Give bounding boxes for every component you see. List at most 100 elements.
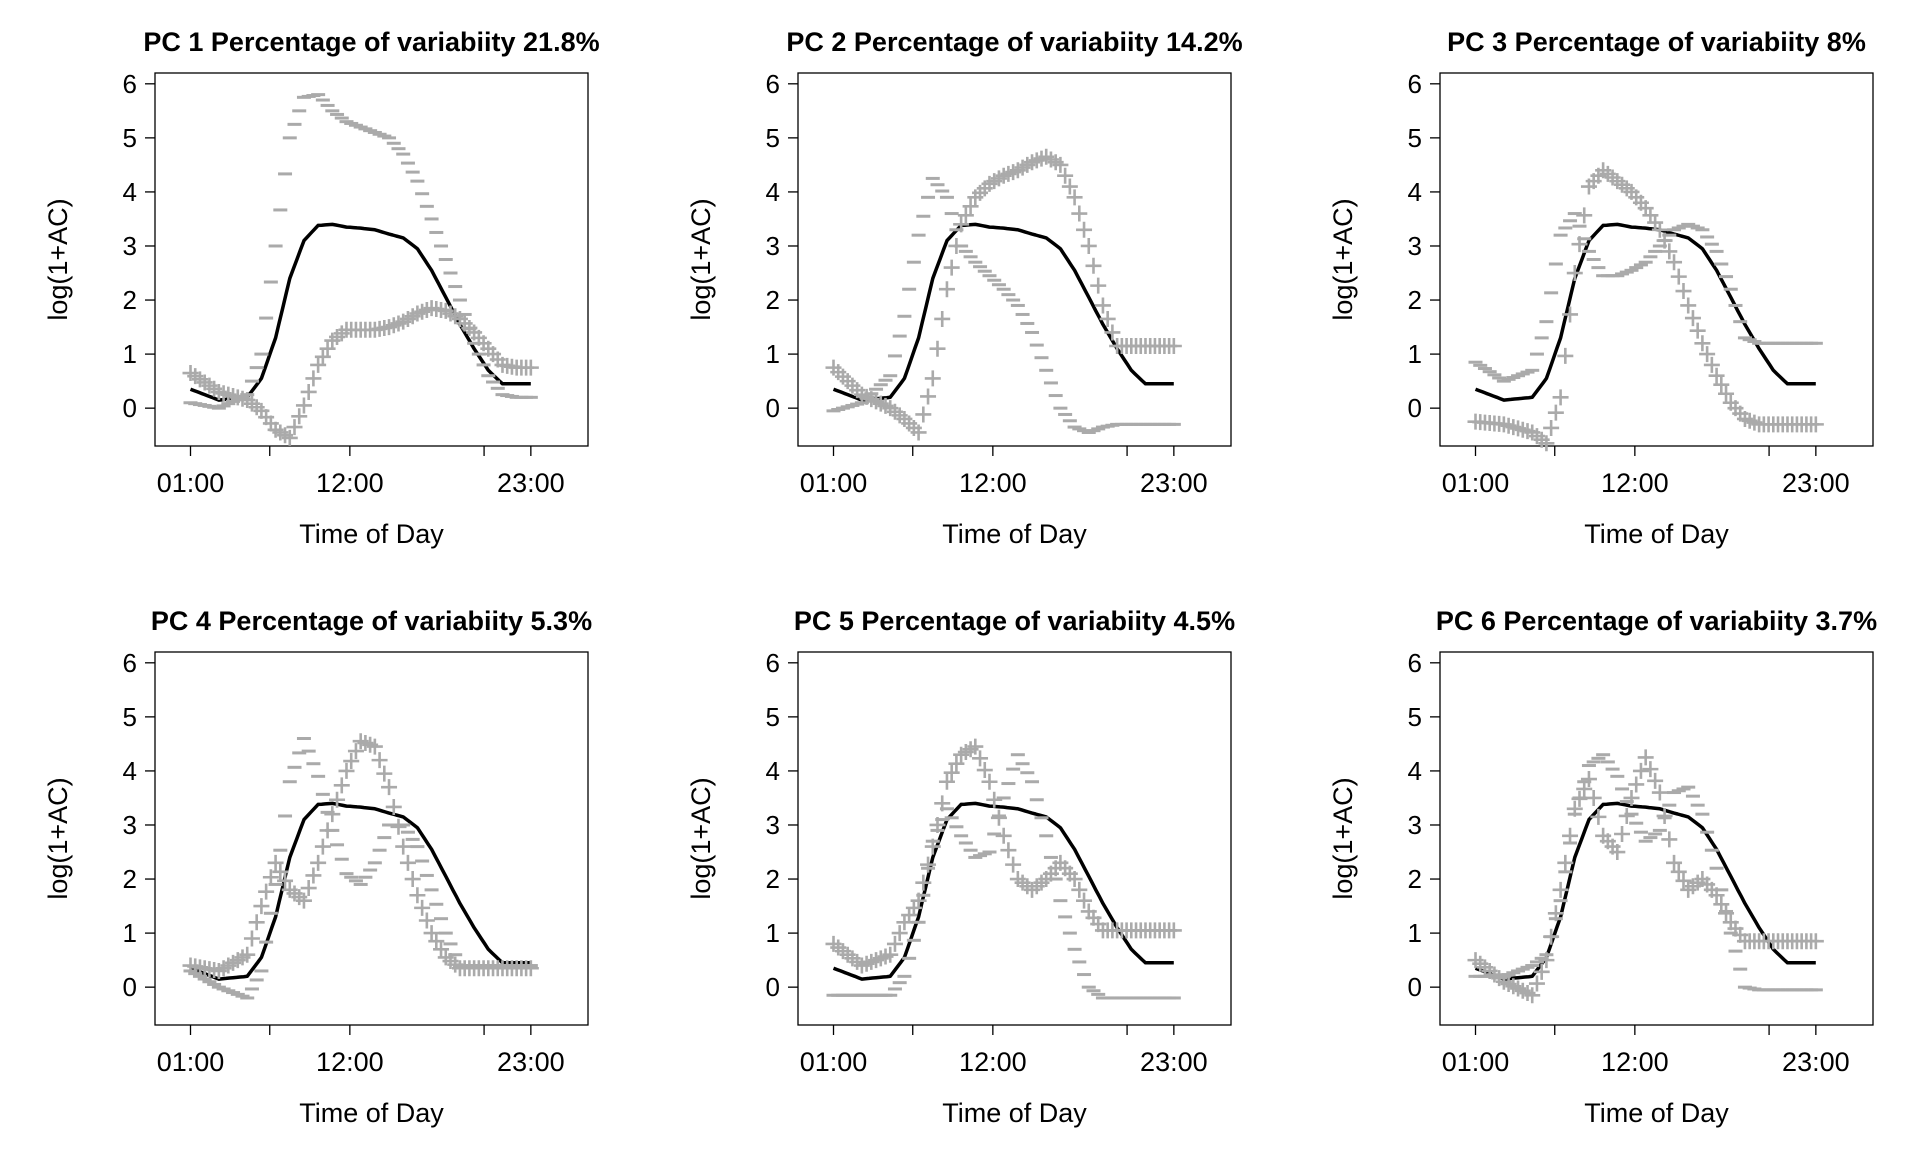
plus-marker: [1703, 356, 1720, 373]
y-tick-label: 1: [1408, 339, 1422, 369]
plus-marker: [395, 838, 412, 855]
plot-frame: [1439, 651, 1874, 1026]
plus-marker: [1647, 772, 1664, 789]
x-tick-label: 12:00: [316, 1047, 384, 1077]
plus-marker: [376, 765, 393, 782]
y-tick-label: 0: [123, 972, 137, 1002]
plus-marker: [253, 898, 270, 915]
y-tick-label: 3: [123, 231, 137, 261]
plus-marker: [319, 340, 336, 357]
plus-marker: [371, 752, 388, 769]
mean-curve: [1474, 801, 1816, 981]
plus-marker: [310, 356, 327, 373]
plus-marker: [1713, 896, 1730, 913]
plus-marker: [414, 899, 431, 916]
plus-marker: [1066, 189, 1083, 206]
plus-marker: [1718, 905, 1735, 922]
plus-marker: [1708, 367, 1725, 384]
series-minus: [826, 176, 1181, 434]
plus-marker: [1576, 780, 1593, 797]
plus-marker: [1590, 808, 1607, 825]
y-tick-label: 2: [766, 285, 780, 315]
plus-marker: [1661, 243, 1678, 260]
plus-marker: [1566, 265, 1583, 282]
y-tick-label: 1: [1408, 918, 1422, 948]
plus-marker: [1609, 844, 1626, 861]
plus-marker: [399, 854, 416, 871]
plot-frame: [154, 72, 589, 447]
series-minus: [183, 93, 538, 410]
plus-marker: [882, 946, 899, 963]
y-tick-label: 4: [1408, 756, 1422, 786]
plus-marker: [1684, 310, 1701, 327]
plus-marker: [1689, 322, 1706, 339]
y-axis-label: log(1+AC): [686, 777, 716, 899]
y-tick-label: 5: [766, 123, 780, 153]
plus-marker: [976, 762, 993, 779]
plus-marker: [920, 388, 937, 405]
y-tick-label: 2: [1408, 285, 1422, 315]
plus-marker: [428, 933, 445, 950]
plus-marker: [934, 310, 951, 327]
panel-3: PC 3 Percentage of variabiity 8% 0 1 2 3 4 5 6 0…: [1328, 27, 1874, 549]
y-tick-label: 0: [123, 393, 137, 423]
y-tick-label: 4: [1408, 177, 1422, 207]
series-mean: [189, 801, 531, 981]
plus-marker: [1675, 283, 1692, 300]
y-tick-label: 6: [123, 648, 137, 678]
plus-marker: [967, 738, 984, 755]
y-tick-label: 5: [766, 702, 780, 732]
x-tick-label: 12:00: [959, 1047, 1027, 1077]
plus-marker: [281, 429, 298, 446]
y-tick-label: 6: [1408, 69, 1422, 99]
plus-marker: [1066, 871, 1083, 888]
plus-marker: [1005, 856, 1022, 873]
plus-marker: [286, 419, 303, 436]
plus-marker: [1052, 156, 1069, 173]
chart-title: PC 4 Percentage of variabiity 5.3%: [151, 606, 592, 636]
plus-marker: [366, 738, 383, 755]
y-tick-label: 0: [1408, 972, 1422, 1002]
y-tick-label: 1: [766, 339, 780, 369]
plus-marker: [1580, 771, 1597, 788]
plus-marker: [338, 762, 355, 779]
x-tick-label: 01:00: [800, 1047, 868, 1077]
plus-marker: [1666, 854, 1683, 871]
plus-marker: [1061, 178, 1078, 195]
y-axis-label: log(1+AC): [43, 777, 73, 899]
plus-marker: [1085, 257, 1102, 274]
x-axis-label: Time of Day: [1584, 1098, 1729, 1128]
series-mean: [832, 222, 1174, 402]
plus-marker: [1661, 831, 1678, 848]
plus-marker: [1807, 416, 1824, 433]
mean-curve: [1474, 222, 1816, 402]
plot-frame: [1439, 72, 1874, 447]
plus-marker: [1076, 221, 1093, 238]
chart-title: PC 6 Percentage of variabiity 3.7%: [1436, 606, 1877, 636]
y-tick-label: 0: [766, 393, 780, 423]
plus-marker: [300, 880, 317, 897]
y-tick-label: 3: [766, 231, 780, 261]
plus-marker: [943, 259, 960, 276]
y-axis-label: log(1+AC): [1328, 777, 1358, 899]
plus-marker: [948, 755, 965, 772]
plus-marker: [404, 871, 421, 888]
plus-marker: [1057, 167, 1074, 184]
y-tick-label: 6: [766, 648, 780, 678]
x-tick-label: 23:00: [1140, 468, 1208, 498]
plus-marker: [1562, 306, 1579, 323]
y-tick-label: 5: [123, 123, 137, 153]
plus-marker: [1651, 221, 1668, 238]
series-mean: [189, 222, 531, 402]
plus-marker: [1528, 975, 1545, 992]
plus-marker: [314, 838, 331, 855]
plus-marker: [915, 406, 932, 423]
y-tick-label: 1: [766, 918, 780, 948]
x-tick-label: 23:00: [1140, 1047, 1208, 1077]
plus-marker: [295, 397, 312, 414]
panel-5: PC 5 Percentage of variabiity 4.5% 0 1 2 3 4 5…: [686, 606, 1235, 1128]
plus-marker: [1076, 892, 1093, 909]
y-tick-label: 5: [1408, 123, 1422, 153]
plus-marker: [1071, 205, 1088, 222]
plus-marker: [1094, 297, 1111, 314]
